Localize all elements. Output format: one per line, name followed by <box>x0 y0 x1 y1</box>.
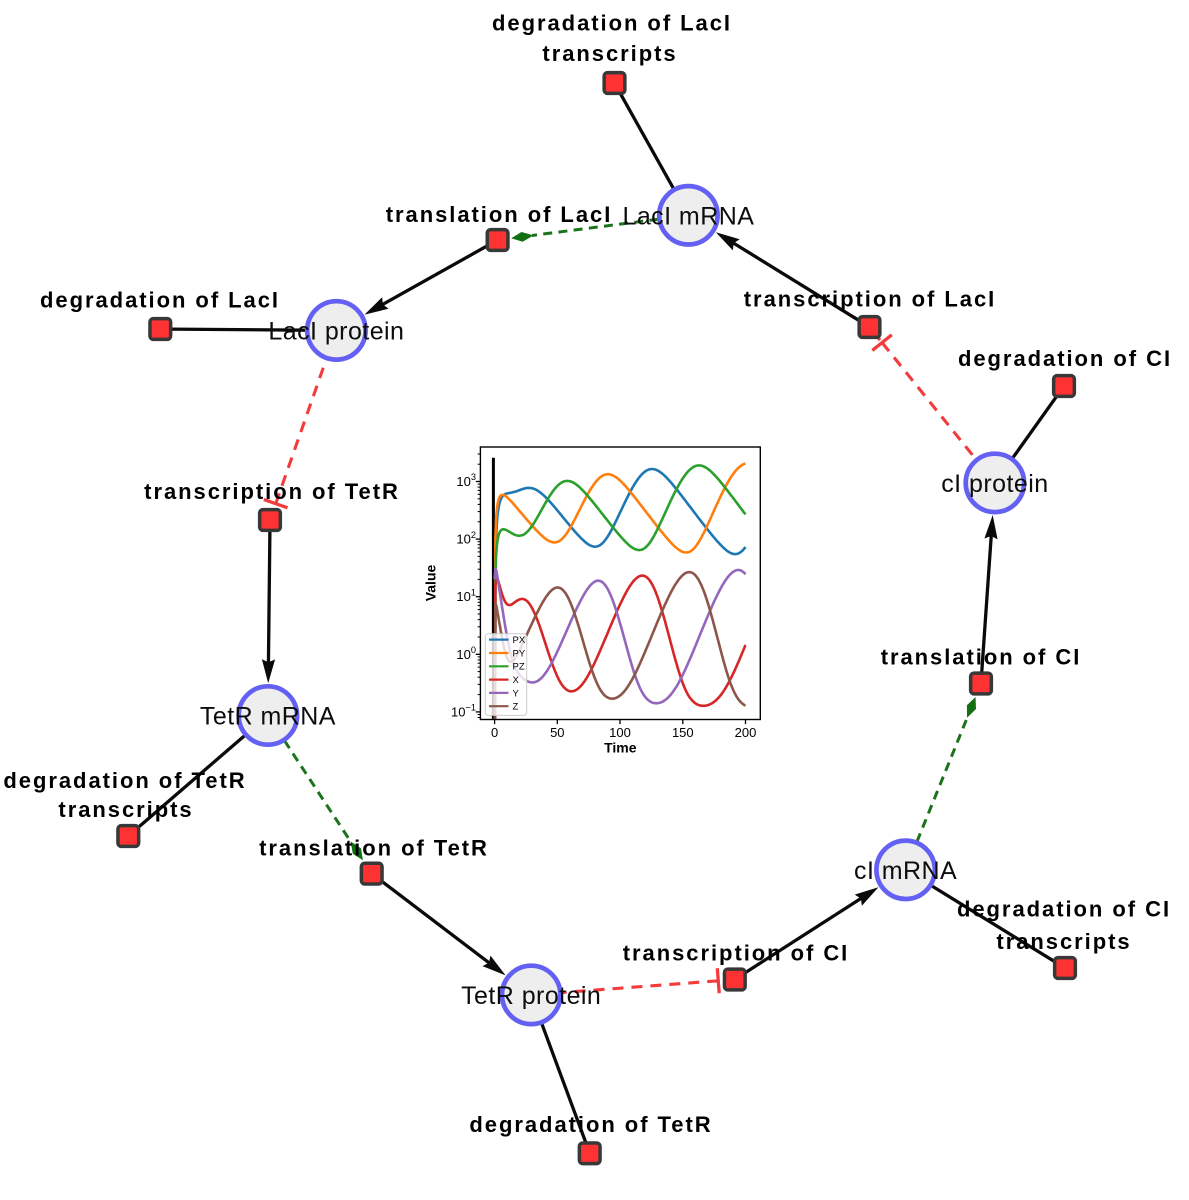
svg-text:cI protein: cI protein <box>941 470 1048 498</box>
svg-text:PZ: PZ <box>513 662 525 673</box>
svg-text:0: 0 <box>491 725 498 740</box>
svg-text:TetR mRNA: TetR mRNA <box>200 703 336 731</box>
svg-text:transcripts: transcripts <box>996 929 1131 954</box>
svg-text:50: 50 <box>550 725 564 740</box>
svg-text:degradation of CI: degradation of CI <box>958 346 1172 371</box>
svg-text:translation of LacI: translation of LacI <box>386 202 613 227</box>
svg-text:translation of CI: translation of CI <box>881 645 1082 670</box>
svg-text:LacI protein: LacI protein <box>268 317 404 345</box>
svg-text:cI mRNA: cI mRNA <box>854 857 957 885</box>
svg-text:Value: Value <box>423 565 439 602</box>
svg-text:200: 200 <box>735 725 757 740</box>
svg-text:LacI mRNA: LacI mRNA <box>622 202 754 230</box>
svg-text:transcription of CI: transcription of CI <box>623 941 850 966</box>
svg-text:150: 150 <box>672 725 694 740</box>
svg-text:degradation of TetR: degradation of TetR <box>3 768 246 793</box>
svg-text:TetR protein: TetR protein <box>461 982 601 1010</box>
svg-text:translation of TetR: translation of TetR <box>259 836 489 861</box>
svg-text:X: X <box>513 675 520 686</box>
svg-text:100: 100 <box>609 725 631 740</box>
svg-text:degradation of LacI: degradation of LacI <box>492 11 732 36</box>
svg-text:degradation of CI: degradation of CI <box>957 897 1171 922</box>
svg-text:PX: PX <box>513 635 526 646</box>
svg-text:PY: PY <box>513 648 526 659</box>
svg-text:transcription of TetR: transcription of TetR <box>144 479 400 504</box>
svg-text:transcription of LacI: transcription of LacI <box>744 287 996 312</box>
svg-text:Z: Z <box>513 702 519 713</box>
svg-text:Time: Time <box>604 740 637 756</box>
svg-text:transcripts: transcripts <box>58 797 193 822</box>
svg-text:Y: Y <box>513 688 520 699</box>
svg-text:degradation of LacI: degradation of LacI <box>40 288 280 313</box>
svg-text:degradation of TetR: degradation of TetR <box>469 1112 712 1137</box>
svg-text:transcripts: transcripts <box>542 41 677 66</box>
